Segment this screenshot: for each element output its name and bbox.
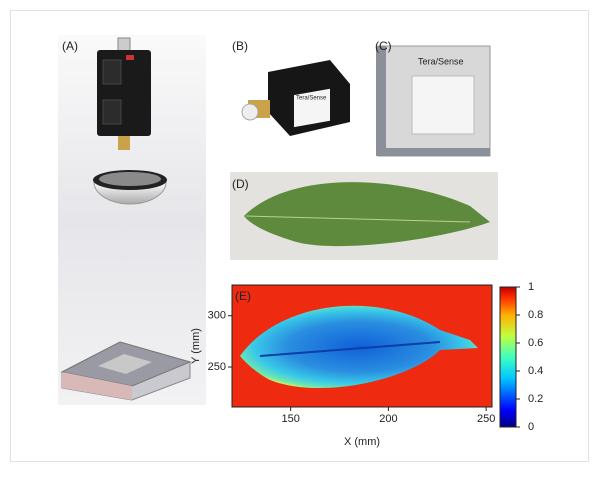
plot-border bbox=[231, 284, 493, 408]
camera-photo bbox=[230, 55, 356, 145]
x-tick-label: 200 bbox=[379, 413, 397, 425]
panel-label: (C) bbox=[375, 39, 392, 53]
colorbar-tick-label: 0.4 bbox=[528, 365, 543, 377]
detector-photo bbox=[372, 40, 496, 160]
colorbar-tick-label: 0.6 bbox=[528, 337, 543, 349]
brand-label: Tera/Sense bbox=[296, 96, 327, 102]
colorbar-tick-label: 1 bbox=[528, 281, 534, 293]
x-tick-label: 250 bbox=[477, 413, 495, 425]
x-tick-label: 150 bbox=[281, 413, 299, 425]
colorbar-tick-label: 0.8 bbox=[528, 309, 543, 321]
x-axis-label: X (mm) bbox=[344, 436, 380, 448]
panel-label: (D) bbox=[232, 177, 249, 191]
leaf-photo bbox=[230, 172, 498, 260]
lens-drawing bbox=[93, 170, 167, 205]
y-tick-label: 300 bbox=[208, 310, 226, 322]
y-axis-label: Y (mm) bbox=[190, 328, 202, 364]
colorbar bbox=[500, 287, 516, 427]
y-tick-label: 250 bbox=[208, 361, 226, 373]
colorbar-border bbox=[499, 286, 517, 428]
brand-label: Tera/Sense bbox=[418, 56, 464, 66]
colorbar-tick-label: 0.2 bbox=[528, 393, 543, 405]
camera-drawing bbox=[97, 37, 151, 150]
panel-label: (A) bbox=[62, 39, 78, 53]
detector-drawing bbox=[60, 341, 192, 401]
panel-label: (E) bbox=[235, 289, 251, 303]
panel-label: (B) bbox=[232, 39, 248, 53]
heatmap-image bbox=[232, 285, 492, 407]
colorbar-tick-label: 0 bbox=[528, 421, 534, 433]
